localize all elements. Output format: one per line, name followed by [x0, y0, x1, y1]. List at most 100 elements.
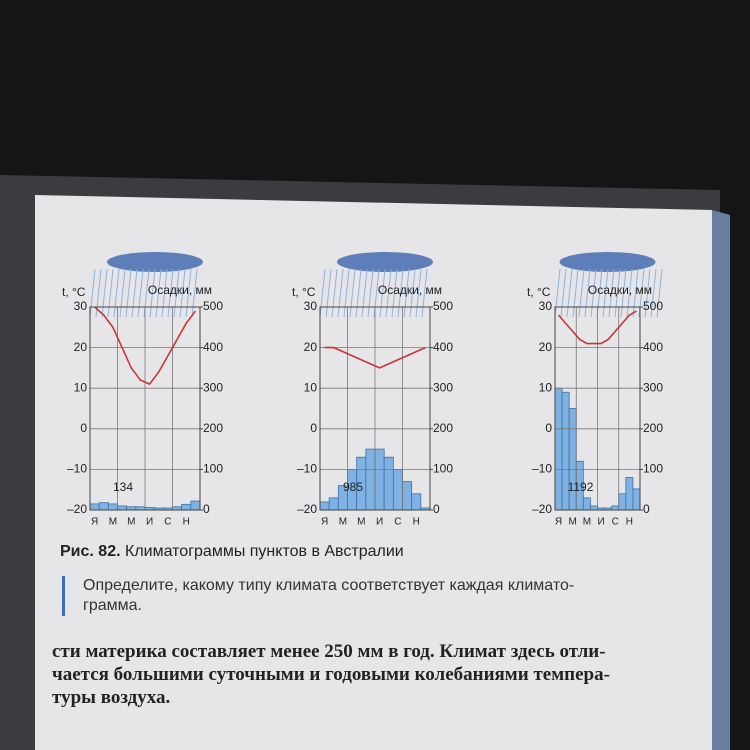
x-tick-label: М: [339, 517, 347, 528]
rain: [421, 268, 428, 318]
y2-tick-label: 0: [203, 502, 210, 516]
x-tick-label: Я: [555, 517, 562, 528]
y2-axis-label: Осадки, мм: [378, 283, 442, 297]
x-tick-label: М: [109, 517, 117, 528]
plot-frame: [319, 306, 431, 511]
rain: [403, 268, 410, 318]
rain: [125, 268, 132, 318]
bar: [374, 448, 385, 511]
bar: [582, 497, 591, 511]
x-tick-label: Н: [626, 517, 633, 528]
rain: [361, 268, 368, 318]
y-axis-label: t, °C: [62, 285, 86, 299]
rain: [173, 268, 180, 318]
rain: [119, 268, 126, 318]
y-tick-label: –10: [532, 462, 552, 476]
bar: [618, 493, 627, 511]
rain: [650, 268, 657, 318]
rain: [379, 268, 386, 318]
rain: [560, 268, 567, 318]
x-tick-label: М: [569, 517, 577, 528]
bar: [611, 505, 620, 511]
y2-tick-label: 100: [433, 462, 453, 476]
bar: [190, 500, 201, 511]
rain: [397, 268, 404, 318]
annotation: 985: [343, 480, 363, 494]
rain: [409, 268, 416, 318]
y-tick-label: –20: [532, 502, 552, 516]
y-tick-label: 20: [539, 340, 553, 354]
y-tick-label: 10: [74, 380, 88, 394]
rain: [161, 268, 168, 318]
temperature-line: [324, 346, 426, 369]
y2-tick-label: 0: [433, 502, 440, 516]
y-tick-label: 0: [310, 421, 317, 435]
rain: [155, 268, 162, 318]
rain: [385, 268, 392, 318]
rain: [343, 268, 350, 318]
y2-tick-label: 200: [433, 421, 453, 435]
x-tick-label: С: [612, 517, 619, 528]
y2-tick-label: 100: [203, 462, 223, 476]
y2-tick-label: 200: [203, 421, 223, 435]
y2-tick-label: 500: [643, 299, 663, 313]
rain: [167, 268, 174, 318]
caption-text: Климатограммы пунктов в Австралии: [125, 543, 404, 560]
annotation: 1192: [568, 480, 594, 494]
y-tick-label: 0: [545, 421, 552, 435]
plot-frame: [89, 306, 201, 511]
rain: [325, 268, 332, 318]
temperature-line: [94, 306, 197, 386]
rain: [614, 268, 621, 318]
bar: [554, 387, 563, 511]
rain: [590, 268, 597, 318]
question-line: грамма.: [83, 597, 142, 614]
x-tick-label: Я: [91, 517, 98, 528]
bar: [632, 488, 641, 511]
y-tick-label: –10: [67, 462, 87, 476]
y2-tick-label: 300: [433, 380, 453, 394]
bar: [117, 505, 128, 511]
y-axis-label: t, °C: [292, 285, 316, 299]
rain: [185, 268, 192, 318]
rain: [602, 268, 609, 318]
bar: [107, 503, 118, 511]
x-tick-label: И: [597, 517, 604, 528]
rain: [644, 268, 651, 318]
x-tick-label: М: [357, 517, 365, 528]
rain: [620, 268, 627, 318]
y-tick-label: 30: [74, 299, 88, 313]
rain: [578, 268, 585, 318]
rain: [349, 268, 356, 318]
rain: [149, 268, 156, 318]
rain: [632, 268, 639, 318]
y-tick-label: 10: [304, 380, 318, 394]
x-tick-label: С: [394, 517, 401, 528]
cloud: [559, 252, 656, 272]
y-tick-label: –20: [67, 502, 87, 516]
x-tick-label: И: [146, 517, 153, 528]
rain: [337, 268, 344, 318]
cloud: [337, 252, 433, 272]
annotation: 134: [113, 480, 133, 494]
rain: [131, 268, 138, 318]
rain: [656, 268, 663, 318]
question-line: Определите, какому типу климата соответс…: [83, 577, 575, 594]
rain: [554, 268, 561, 318]
bar: [365, 448, 376, 511]
x-tick-label: Н: [183, 517, 190, 528]
y2-tick-label: 500: [203, 299, 223, 313]
bar: [402, 481, 413, 511]
bar: [319, 501, 330, 511]
rain: [355, 268, 362, 318]
rain: [584, 268, 591, 318]
bar: [181, 503, 192, 511]
rain: [319, 268, 326, 318]
rain: [415, 268, 422, 318]
y-axis-label: t, °C: [527, 285, 551, 299]
y2-axis-label: Осадки, мм: [148, 283, 212, 297]
bar: [590, 505, 598, 511]
y-tick-label: –10: [297, 462, 317, 476]
x-tick-label: Я: [321, 517, 328, 528]
